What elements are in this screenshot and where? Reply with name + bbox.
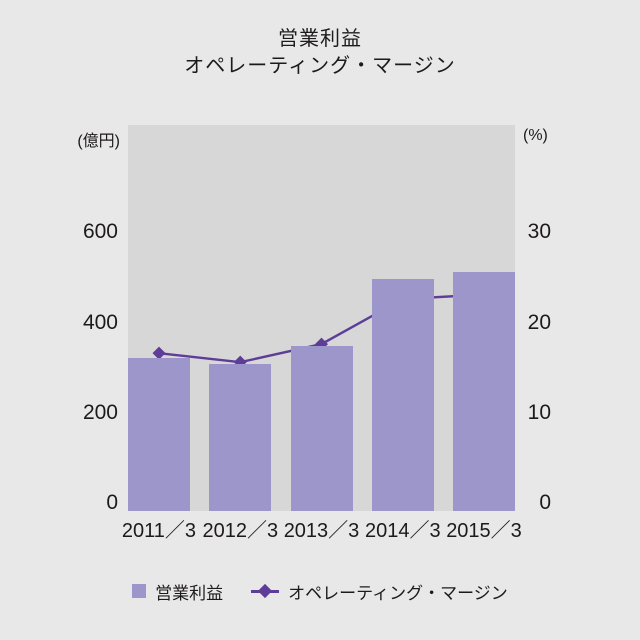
right-axis-tick-label: 30: [527, 220, 551, 244]
left-axis-tick-label: 200: [82, 400, 118, 424]
bar-series-swatch-icon: [132, 584, 147, 598]
bar-operating-profit: [128, 357, 190, 511]
x-axis-category-label: 2012／3: [202, 520, 279, 542]
bar-operating-profit: [209, 364, 272, 511]
x-axis-category-label: 2011／3: [121, 520, 197, 542]
bar-operating-profit: [371, 278, 434, 511]
legend-item-bar: 営業利益: [132, 579, 223, 604]
chart-title: 営業利益 オペレーティング・マージン: [0, 26, 640, 80]
legend: 営業利益 オペレーティング・マージン: [0, 578, 640, 604]
chart-title-line2: オペレーティング・マージン: [184, 55, 456, 77]
right-axis-tick-label: 0: [539, 491, 551, 514]
legend-item-line: オペレーティング・マージン: [251, 579, 508, 604]
x-axis-category-label: 2015／3: [446, 520, 522, 542]
left-axis-tick-label: 400: [82, 310, 118, 334]
right-axis-unit-label: (%): [523, 127, 548, 144]
line-series-diamond-icon: [251, 583, 280, 599]
left-axis-tick-label: 0: [106, 491, 118, 514]
bar-operating-profit: [453, 272, 515, 511]
right-axis-tick-label: 20: [527, 310, 551, 334]
legend-line-label: オペレーティング・マージン: [288, 583, 508, 603]
bar-operating-profit: [290, 346, 353, 511]
right-axis-tick-label: 10: [527, 400, 551, 424]
plot-area: [128, 125, 515, 511]
left-axis-tick-label: 600: [82, 220, 118, 244]
x-axis-category-label: 2014／3: [364, 520, 441, 542]
x-axis-category-label: 2013／3: [283, 520, 360, 542]
left-axis-unit-label: (億円): [77, 133, 120, 150]
legend-bar-label: 営業利益: [155, 583, 224, 603]
line-marker-diamond-icon: [152, 346, 166, 360]
chart-title-line1: 営業利益: [278, 28, 362, 50]
